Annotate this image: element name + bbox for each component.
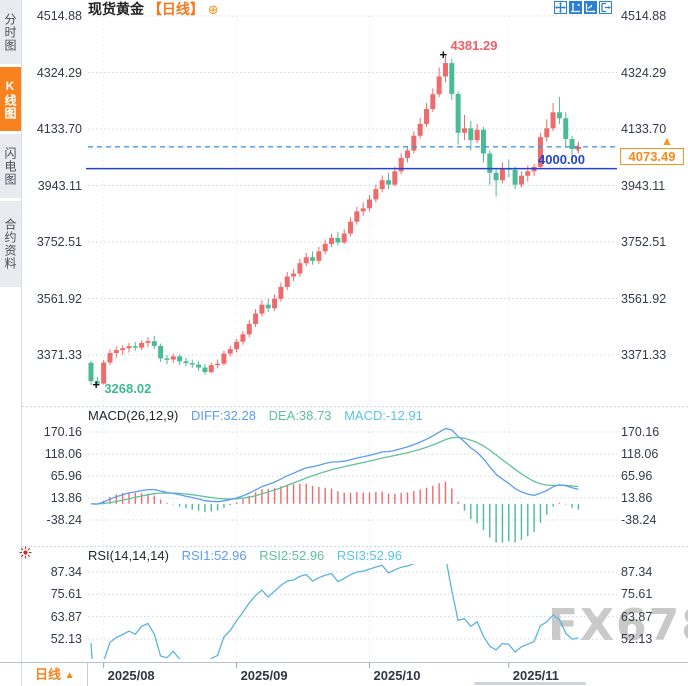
macd-axis-label: 13.86 (621, 491, 653, 505)
macd-axis-label: 65.96 (50, 469, 82, 483)
x-axis-label: 2025/11 (512, 668, 560, 683)
macd-axis-label: 170.16 (43, 425, 82, 439)
fit-horizontal-icon[interactable] (584, 1, 597, 14)
y-axis-label: 3561.92 (36, 291, 82, 306)
fit-vertical-icon[interactable] (569, 1, 582, 14)
chevron-up-icon: ▲ (64, 670, 75, 681)
ref-line-label: 4000.00 (538, 151, 585, 167)
sidebar-tab-timeline[interactable]: 分时图 (0, 0, 21, 64)
macd-axis-label: -38.24 (621, 513, 657, 527)
rsi2-value: RSI2:52.96 (259, 548, 325, 563)
macd-diff-value: DIFF:32.28 (190, 408, 256, 423)
y-axis-label: 3371.33 (36, 348, 82, 362)
y-axis-label: 4324.29 (36, 65, 82, 80)
period-selector-label: 日线 (35, 667, 62, 682)
macd-dea-value: DEA:38.73 (268, 408, 332, 423)
macd-axis-label: -38.24 (46, 513, 82, 527)
high-marker: + (439, 46, 448, 62)
rsi-header: RSI(14,14,14) RSI1:52.96 RSI2:52.96 RSI3… (88, 548, 402, 563)
x-axis-label: 2025/09 (240, 668, 288, 683)
rsi-axis-label: 87.34 (50, 565, 82, 579)
y-axis-label: 3752.51 (621, 235, 667, 249)
y-axis-label: 3371.33 (621, 348, 667, 362)
candlestick-series (88, 55, 581, 386)
low-price-label: 3268.02 (104, 380, 152, 396)
macd-value: MACD:-12.91 (344, 408, 423, 423)
sidebar-tab-kline[interactable]: K线图 (0, 67, 21, 131)
symbol-title: 现货黄金 (88, 1, 144, 17)
y-axis-label: 4324.29 (621, 65, 667, 80)
bottom-bar: 日线 ▲ (0, 662, 688, 686)
rsi-series (90, 564, 579, 659)
y-axis-label: 3752.51 (36, 235, 82, 249)
y-axis-label: 3943.11 (37, 178, 82, 193)
y-axis-label: 4514.88 (36, 9, 82, 23)
y-axis-label: 3561.92 (621, 291, 667, 306)
rsi1-value: RSI1:52.96 (181, 548, 247, 563)
rsi3-value: RSI3:52.96 (336, 548, 402, 563)
chart-header: 现货黄金 【日线】 ⊕ (88, 1, 219, 17)
last-candle-marker: + (574, 142, 581, 155)
y-axis-label: 3943.11 (621, 178, 666, 193)
rsi-axis-label: 75.61 (621, 587, 653, 602)
x-axis-label: 2025/10 (373, 668, 421, 683)
period-selector[interactable]: 日线 ▲ (22, 663, 88, 686)
last-price-tag: 4073.49 (620, 147, 684, 165)
sidebar-tab-contract-info[interactable]: 合约资料 (0, 201, 21, 287)
rsi-axis-label: 87.34 (621, 565, 653, 579)
sidebar: 分时图 K线图 闪电图 合约资料 (0, 0, 22, 686)
period-label: 【日线】 (147, 1, 204, 17)
add-indicator-icon[interactable]: ⊕ (207, 2, 219, 17)
rsi-axis-label: 63.87 (621, 609, 653, 624)
macd-axis-label: 118.06 (621, 447, 659, 461)
macd-series (90, 427, 580, 543)
macd-axis-label: 170.16 (621, 425, 660, 439)
x-axis-label: 2025/08 (107, 668, 155, 683)
indicator-settings-icon[interactable] (19, 546, 32, 559)
macd-axis-label: 13.86 (50, 491, 82, 505)
export-icon[interactable] (599, 1, 612, 14)
crosshair-icon[interactable] (554, 1, 567, 14)
macd-header: MACD(26,12,9) DIFF:32.28 DEA:38.73 MACD:… (88, 408, 423, 423)
sidebar-tab-lightning[interactable]: 闪电图 (0, 134, 21, 198)
high-price-label: 4381.29 (450, 37, 498, 53)
price-alert-arrow-icon[interactable]: ▲ (661, 133, 673, 148)
rsi-axis-label: 52.13 (621, 631, 653, 646)
y-axis-label: 4133.70 (621, 122, 667, 136)
rsi-axis-label: 75.61 (50, 587, 82, 602)
y-axis-label: 4133.70 (36, 122, 82, 136)
macd-name: MACD(26,12,9) (88, 408, 179, 423)
rsi-name: RSI(14,14,14) (88, 548, 169, 563)
rsi-axis-label: 63.87 (50, 609, 82, 624)
macd-axis-label: 118.06 (44, 447, 82, 461)
y-axis-label: 4514.88 (621, 9, 667, 23)
watermark: FX678 (548, 600, 688, 651)
rsi-axis-label: 52.13 (50, 631, 82, 646)
chart-toolbar (554, 1, 612, 14)
low-marker: + (92, 376, 100, 392)
scrollbar-thumb[interactable] (474, 682, 586, 685)
macd-axis-label: 65.96 (621, 469, 653, 483)
